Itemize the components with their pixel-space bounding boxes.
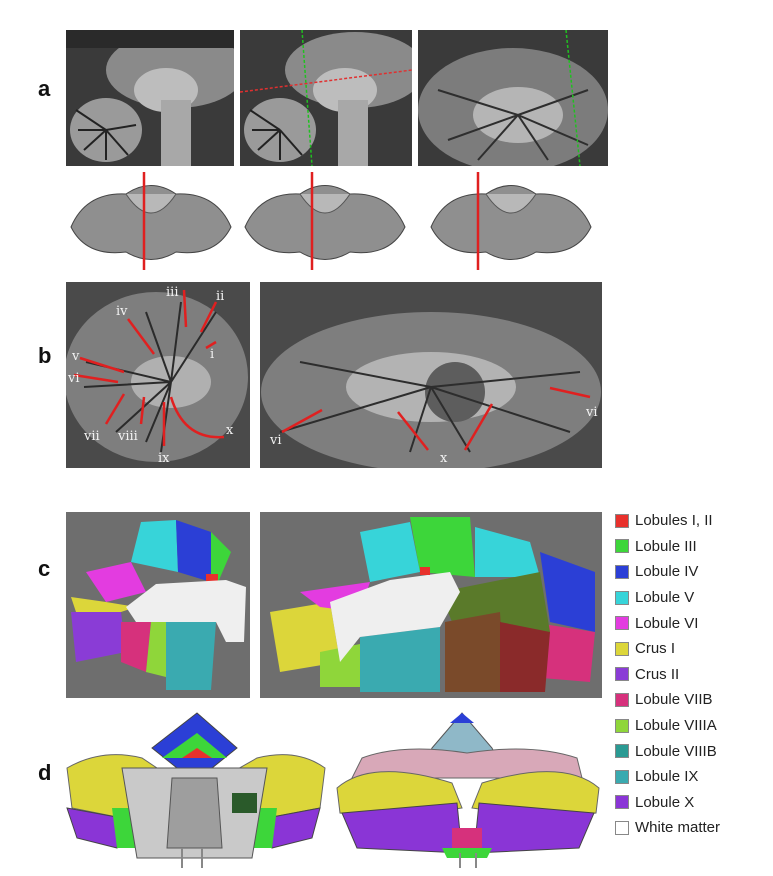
legend-item: Lobules I, II [615, 508, 720, 534]
segmentation-axial [260, 512, 602, 698]
mri-sagittal-labeled: iii ii iv i v vi vii viii ix x [66, 282, 250, 468]
cerebellum-3d-segmented-anterior [62, 708, 330, 868]
mri-axial-labeled: vi x vi [260, 282, 602, 468]
panel-label-c: c [38, 556, 51, 581]
lobule-label-i: i [210, 347, 214, 362]
cerebellum-3d-render-3 [426, 172, 596, 270]
lobule-label-ii: ii [216, 289, 224, 304]
legend-swatch [615, 641, 629, 656]
panel-label-a: a [38, 76, 51, 101]
legend: Lobules I, II Lobule III Lobule IV Lobule V… [615, 508, 720, 841]
cerebellum-3d-render-1 [66, 172, 236, 270]
lobule-label-v: v [71, 349, 80, 364]
legend-swatch [615, 564, 629, 579]
lobule-label-viii: viii [117, 429, 138, 444]
lobule-label-iv: iv [116, 304, 128, 319]
legend-label: Crus I [635, 640, 676, 658]
legend-swatch [615, 692, 629, 707]
legend-swatch [615, 769, 629, 784]
lobule-label-iii: iii [166, 285, 178, 300]
legend-item: Lobule IX [615, 764, 720, 790]
legend-label: Lobule VIIIA [635, 717, 717, 735]
lobule-label-vii: vii [83, 429, 100, 444]
mri-sagittal-image-2 [240, 30, 412, 166]
legend-label: Lobule VIIIB [635, 742, 717, 760]
legend-item: Lobule IV [615, 559, 720, 585]
legend-swatch [615, 744, 629, 759]
lobule-label-vi: vi [67, 371, 80, 386]
legend-item: Lobule VIIIB [615, 738, 720, 764]
legend-item: Lobule III [615, 534, 720, 560]
legend-swatch [615, 820, 629, 835]
legend-label: Lobule X [635, 793, 695, 811]
legend-label: Lobule V [635, 589, 695, 607]
legend-label: Lobule VIIB [635, 691, 713, 709]
legend-item: Crus II [615, 662, 720, 688]
segmentation-sagittal [66, 512, 250, 698]
legend-item: Lobule V [615, 585, 720, 611]
legend-item: White matter [615, 815, 720, 841]
legend-label: Lobule VI [635, 614, 699, 632]
cerebellum-3d-render-2 [240, 172, 410, 270]
legend-item: Lobule X [615, 790, 720, 816]
legend-label: Lobule IX [635, 768, 699, 786]
legend-swatch [615, 616, 629, 631]
legend-item: Lobule VI [615, 610, 720, 636]
panel-label-d: d [38, 760, 52, 785]
legend-swatch [615, 513, 629, 528]
legend-label: Lobule IV [635, 563, 699, 581]
mri-sagittal-image-1 [66, 30, 234, 166]
lobule-label-vi-left: vi [269, 433, 282, 448]
lobule-label-x-axial: x [440, 451, 448, 466]
legend-swatch [615, 795, 629, 810]
lobule-label-x: x [226, 423, 234, 438]
panel-label-b: b [38, 343, 52, 368]
legend-label: White matter [635, 819, 721, 837]
lobule-label-vi-right: vi [585, 405, 598, 420]
mri-axial-image [418, 30, 608, 166]
legend-item: Crus I [615, 636, 720, 662]
legend-swatch [615, 718, 629, 733]
cerebellum-3d-segmented-posterior [332, 708, 604, 868]
legend-item: Lobule VIIIA [615, 713, 720, 739]
legend-label: Lobules I, II [635, 512, 713, 530]
legend-label: Crus II [635, 665, 680, 683]
lobule-label-ix: ix [158, 451, 170, 466]
legend-swatch [615, 667, 629, 682]
legend-swatch [615, 539, 629, 554]
legend-swatch [615, 590, 629, 605]
legend-label: Lobule III [635, 537, 697, 555]
legend-item: Lobule VIIB [615, 687, 720, 713]
